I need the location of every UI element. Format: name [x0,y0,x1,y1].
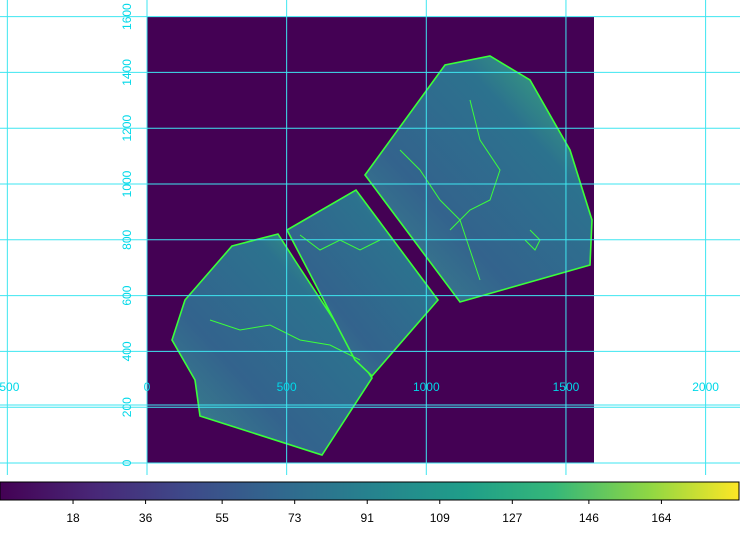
y-axis-label: 1600 [120,3,134,30]
y-axis-label: 0 [120,459,134,466]
y-axis-label: 1000 [120,170,134,197]
colorbar-ticks: 18 36 55 73 91 109 127 146 164 [66,500,672,525]
image-panel [285,188,440,378]
x-axis-label: 500 [277,380,297,394]
colorbar-label: 146 [579,511,599,525]
contours [209,99,541,361]
coordinate-grid: -500050010001500200002004006008001000120… [0,0,740,475]
colorbar-label: 55 [215,511,229,525]
colorbar-label: 164 [651,511,671,525]
y-axis-label: 200 [120,397,134,417]
image-panel [364,55,593,303]
x-axis-label: -500 [0,380,20,394]
y-axis-label: 400 [120,341,134,361]
colorbar-label: 109 [430,511,450,525]
colorbar-label: 36 [139,511,153,525]
planet-image [171,55,593,456]
x-axis-label: 1000 [413,380,440,394]
y-axis-label: 1400 [120,59,134,86]
y-axis-label: 1200 [120,115,134,142]
colorbar [0,481,740,501]
x-axis-label: 1500 [553,380,580,394]
colorbar-label: 91 [361,511,375,525]
colorbar-label: 73 [288,511,302,525]
y-axis-label: 600 [120,285,134,305]
colorbar-label: 127 [502,511,522,525]
colorbar-label: 18 [66,511,80,525]
y-axis-label: 800 [120,229,134,249]
x-axis-label: 2000 [692,380,719,394]
